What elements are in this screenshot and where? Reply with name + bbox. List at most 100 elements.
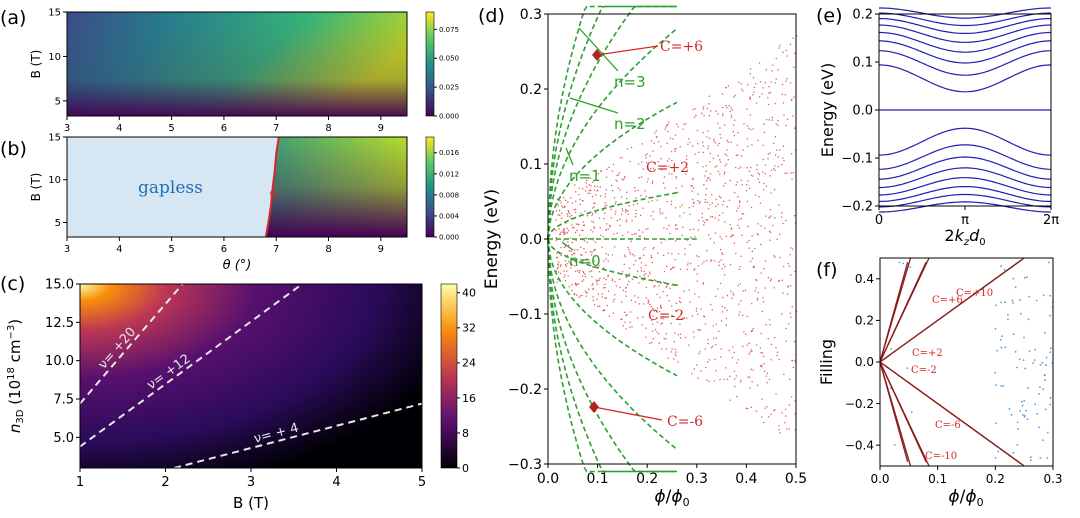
spectrum-dot [579,203,581,206]
x-tick-label: 4 [116,123,122,134]
spectrum-dot [675,224,677,226]
spectrum-dot [631,278,634,280]
spectrum-dot [605,252,607,255]
spectrum-dot [778,47,780,49]
spectrum-dot [603,260,605,262]
spectrum-dot [721,268,723,270]
spectrum-dot [774,102,777,105]
spectrum-dot [574,270,577,273]
spectrum-dot [666,160,668,162]
spectrum-dot [707,342,709,345]
spectrum-dot [784,422,786,424]
spectrum-dot [732,130,734,133]
spectrum-dot [560,202,562,204]
spectrum-dot [713,337,715,340]
band-curve [879,31,1051,53]
spectrum-dot [594,185,596,187]
spectrum-dot [574,252,576,254]
spectrum-dot [784,94,786,96]
y-axis-label-e: Energy (eV) [818,63,837,157]
spectrum-dot [742,90,744,92]
spectrum-dot [726,309,728,311]
spectrum-dot [648,201,650,203]
spectrum-dot [778,280,780,282]
spectrum-dot [721,93,724,95]
filling-dot [1012,333,1015,336]
spectrum-dot [789,82,792,84]
spectrum-dot [614,213,616,215]
spectrum-dot [730,141,732,143]
spectrum-dot [738,218,740,221]
spectrum-dot [594,304,596,306]
spectrum-dot [727,141,729,143]
spectrum-dot [732,235,734,237]
spectrum-dot [732,234,734,236]
spectrum-dot [645,195,647,198]
spectrum-dot [712,157,715,159]
spectrum-dot [645,228,647,230]
spectrum-dot [576,258,578,260]
landau-level-curve [547,5,677,240]
spectrum-dot [707,219,709,221]
spectrum-dot [735,252,737,255]
spectrum-dot [586,179,588,181]
filling-dot [1044,379,1046,382]
spectrum-dot [589,271,591,273]
phase-marker [270,189,278,197]
spectrum-dot [598,265,600,267]
spectrum-dot [677,334,680,336]
filling-line [173,402,423,469]
filling-dot [1027,318,1030,321]
hofstadter-spectrum-d [555,35,798,434]
spectrum-dot [607,254,609,256]
spectrum-dot [663,337,665,340]
spectrum-dot [749,73,751,75]
spectrum-dot [643,237,645,239]
filling-dot [1012,302,1014,304]
spectrum-dot [706,379,708,381]
filling-dot [1046,431,1049,434]
spectrum-dot [752,77,755,79]
spectrum-dot [582,270,584,272]
spectrum-dot [696,364,698,366]
spectrum-dot [691,190,693,192]
spectrum-dot [739,283,741,285]
spectrum-dot [717,113,719,115]
spectrum-dot [666,295,668,297]
spectrum-dot [637,296,639,299]
spectrum-dot [691,373,693,375]
spectrum-dot [558,261,560,263]
spectrum-dot [625,314,627,317]
spectrum-dot [682,318,685,320]
spectrum-dot [707,207,710,210]
spectrum-dot [649,271,651,273]
spectrum-dot [633,233,636,235]
spectrum-dot [782,292,784,294]
colorbar-tick-label: 0.016 [439,149,460,157]
spectrum-dot [574,260,576,263]
spectrum-dot [589,192,591,195]
spectrum-dot [591,276,593,278]
spectrum-dot [575,208,577,211]
spectrum-dot [742,290,744,292]
spectrum-dot [765,119,768,121]
spectrum-dot [665,348,667,350]
spectrum-dot [748,247,750,249]
filling-dot [1012,277,1015,280]
spectrum-dot [623,263,625,265]
spectrum-dot [643,274,645,276]
spectrum-dot [722,212,724,214]
spectrum-dot [755,83,757,85]
spectrum-dot [706,201,709,203]
spectrum-dot [582,221,585,223]
spectrum-dot [671,159,673,162]
spectrum-dot [563,232,565,235]
spectrum-dot [760,243,762,246]
spectrum-dot [736,210,738,212]
spectrum-dot [697,265,700,267]
spectrum-dot [672,238,674,240]
spectrum-dot [767,158,769,160]
spectrum-dot [774,169,776,171]
spectrum-dot [679,323,681,326]
